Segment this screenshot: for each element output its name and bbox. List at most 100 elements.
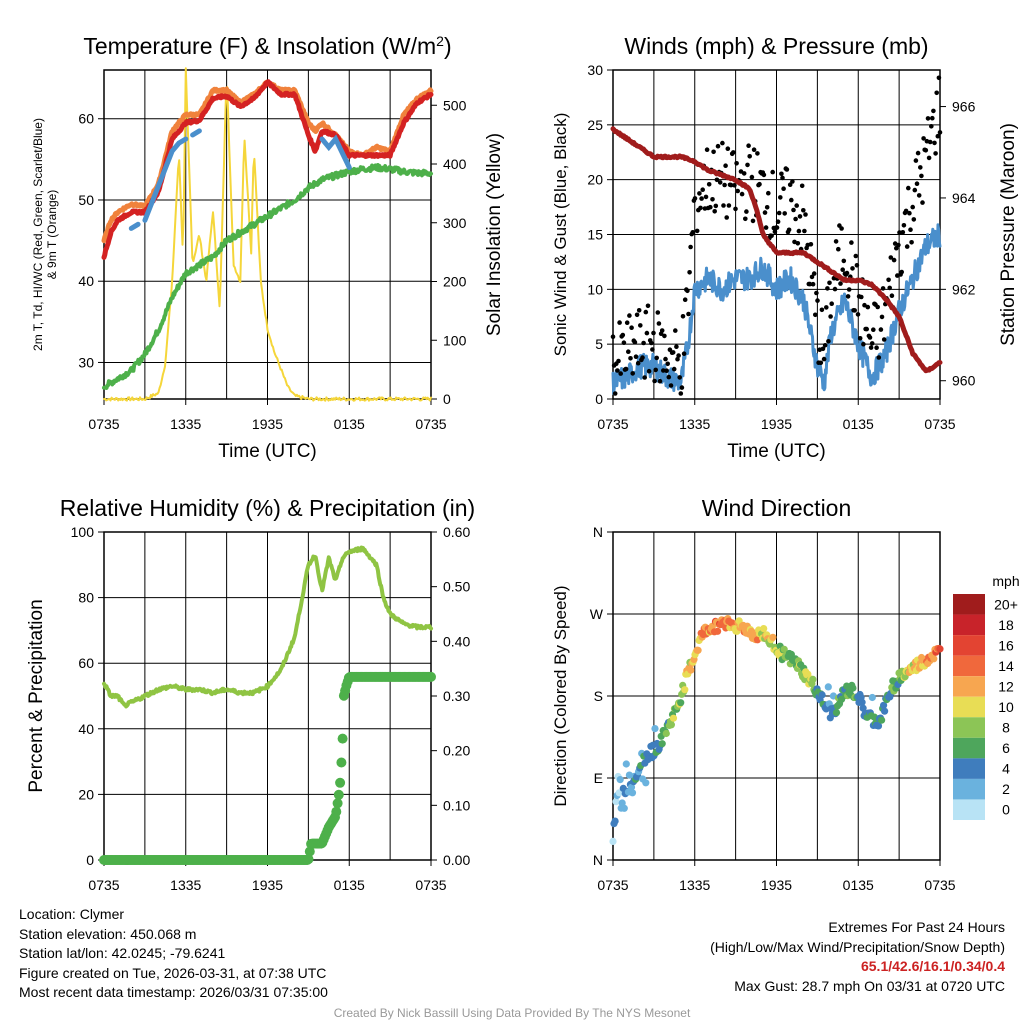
gust-point [802, 228, 807, 234]
y-tick-label: 60 [78, 111, 94, 127]
gust-point [861, 341, 866, 347]
direction-point [616, 776, 624, 784]
x-tick-label: 1335 [679, 416, 710, 432]
gust-point [610, 334, 616, 340]
y-right-tick-label: 0 [443, 391, 451, 407]
colorbar-label: 20+ [994, 596, 1018, 612]
gust-point [638, 323, 643, 328]
y-tick-label: 60 [78, 655, 94, 671]
gust-point [878, 327, 884, 332]
colorbar-swatch [953, 635, 985, 656]
gust-point [901, 223, 907, 228]
direction-point [687, 666, 695, 674]
gust-point [612, 391, 618, 396]
x-tick-label: 0735 [597, 416, 628, 432]
gust-point [728, 182, 734, 188]
direction-point [627, 783, 636, 791]
extremes-values: 65.1/42.6/16.1/0.34/0.4 [860, 958, 1005, 974]
gust-point [936, 75, 942, 81]
gust-point [714, 177, 720, 183]
station-info: Location: Clymer Station elevation: 450.… [19, 905, 328, 1003]
gust-point [703, 194, 709, 200]
y-tick-label: S [594, 688, 603, 704]
gust-point [617, 320, 622, 325]
gust-point [651, 330, 656, 336]
credit-text: Created By Nick Bassill Using Data Provi… [333, 1006, 691, 1020]
direction-point [681, 686, 689, 694]
direction-point [642, 779, 650, 787]
extremes-title: Extremes For Past 24 Hours [828, 919, 1005, 935]
gust-point [927, 139, 933, 145]
gust-point [640, 355, 645, 360]
y-right-tick-label: 0.20 [443, 743, 470, 759]
gust-point [825, 286, 830, 291]
gust-point [846, 287, 852, 292]
colorbar-swatch [953, 655, 985, 677]
direction-point [878, 716, 886, 724]
gust-point [720, 140, 725, 146]
gust-point [790, 179, 795, 184]
gust-point [796, 228, 802, 234]
gust-point [735, 188, 740, 194]
gust-point [633, 354, 639, 360]
precip-point [303, 854, 314, 865]
gust-point [876, 355, 882, 360]
x-tick-label: 1935 [761, 877, 792, 893]
y-right-tick-label: 200 [443, 274, 467, 290]
y-right-tick-label: 0.60 [443, 524, 470, 540]
colorbar: mph 20+ 18 16 14 12 10 8 6 4 2 0 [953, 573, 1020, 820]
gust-point [634, 312, 640, 318]
gust-point [811, 271, 817, 276]
hi-wc-line [142, 136, 189, 223]
y-right-tick-label: 962 [952, 281, 976, 297]
gust-point [679, 385, 685, 390]
x-tick-label: 0735 [88, 877, 119, 893]
gust-point [855, 312, 861, 317]
gust-point [900, 230, 906, 235]
gust-point [867, 335, 873, 340]
gust-point [624, 320, 630, 326]
gust-point [797, 214, 803, 219]
y-tick-label: 0 [595, 391, 603, 407]
gust-point [864, 326, 869, 332]
dew-point-line [102, 163, 433, 390]
gust-point [766, 190, 771, 196]
gust-point [692, 196, 698, 201]
x-tick-label: 0135 [334, 877, 365, 893]
direction-point [809, 675, 817, 684]
direction-point [868, 693, 876, 702]
gust-point [632, 339, 638, 345]
colorbar-swatch [953, 717, 985, 738]
gust-point [845, 294, 851, 299]
y-tick-label: 30 [78, 354, 94, 370]
gust-point [659, 328, 665, 333]
gust-point [700, 187, 705, 192]
created-text: Figure created on Tue, 2026-03-31, at 07… [19, 964, 327, 981]
gust-point [678, 391, 684, 396]
gust-point [904, 244, 910, 249]
chart-title: Relative Humidity (%) & Precipitation (i… [60, 495, 475, 521]
gust-point [865, 304, 871, 310]
gust-point [685, 288, 690, 294]
gust-point [626, 349, 631, 355]
gust-point [937, 130, 943, 135]
gust-point [815, 298, 820, 303]
gust-point [833, 239, 839, 244]
gust-point [646, 368, 652, 374]
gust-point [844, 270, 850, 276]
x-tick-label: 0135 [334, 416, 365, 432]
colorbar-label: 18 [998, 617, 1014, 633]
gust-point [887, 285, 892, 291]
station-pressure-line [610, 126, 943, 374]
gust-point [662, 333, 667, 339]
gust-point [746, 143, 751, 148]
gust-point [699, 196, 704, 201]
gust-point [918, 165, 923, 170]
gust-point [645, 303, 651, 309]
gust-point [915, 150, 921, 156]
gust-point [708, 204, 713, 210]
colorbar-swatch [953, 696, 985, 718]
precip-point [336, 757, 347, 768]
sonic-wind-line [611, 223, 942, 396]
y-right-tick-label: 966 [952, 99, 976, 115]
